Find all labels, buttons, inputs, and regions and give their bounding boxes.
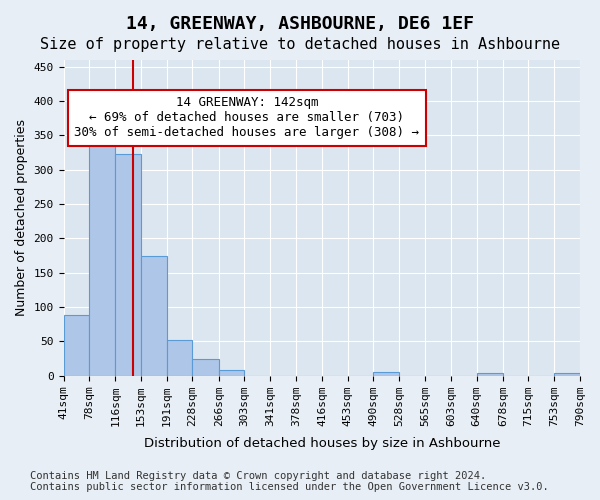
Y-axis label: Number of detached properties: Number of detached properties xyxy=(15,120,28,316)
Bar xyxy=(373,372,400,376)
X-axis label: Distribution of detached houses by size in Ashbourne: Distribution of detached houses by size … xyxy=(143,437,500,450)
Bar xyxy=(141,256,167,376)
Text: 14 GREENWAY: 142sqm
← 69% of detached houses are smaller (703)
30% of semi-detac: 14 GREENWAY: 142sqm ← 69% of detached ho… xyxy=(74,96,419,140)
Text: Size of property relative to detached houses in Ashbourne: Size of property relative to detached ho… xyxy=(40,38,560,52)
Bar xyxy=(167,340,193,376)
Text: Contains HM Land Registry data © Crown copyright and database right 2024.
Contai: Contains HM Land Registry data © Crown c… xyxy=(30,471,549,492)
Bar xyxy=(554,373,580,376)
Bar xyxy=(89,137,115,376)
Bar xyxy=(64,316,89,376)
Bar xyxy=(193,359,218,376)
Bar xyxy=(476,373,503,376)
Bar xyxy=(115,154,141,376)
Text: 14, GREENWAY, ASHBOURNE, DE6 1EF: 14, GREENWAY, ASHBOURNE, DE6 1EF xyxy=(126,15,474,33)
Bar xyxy=(218,370,244,376)
